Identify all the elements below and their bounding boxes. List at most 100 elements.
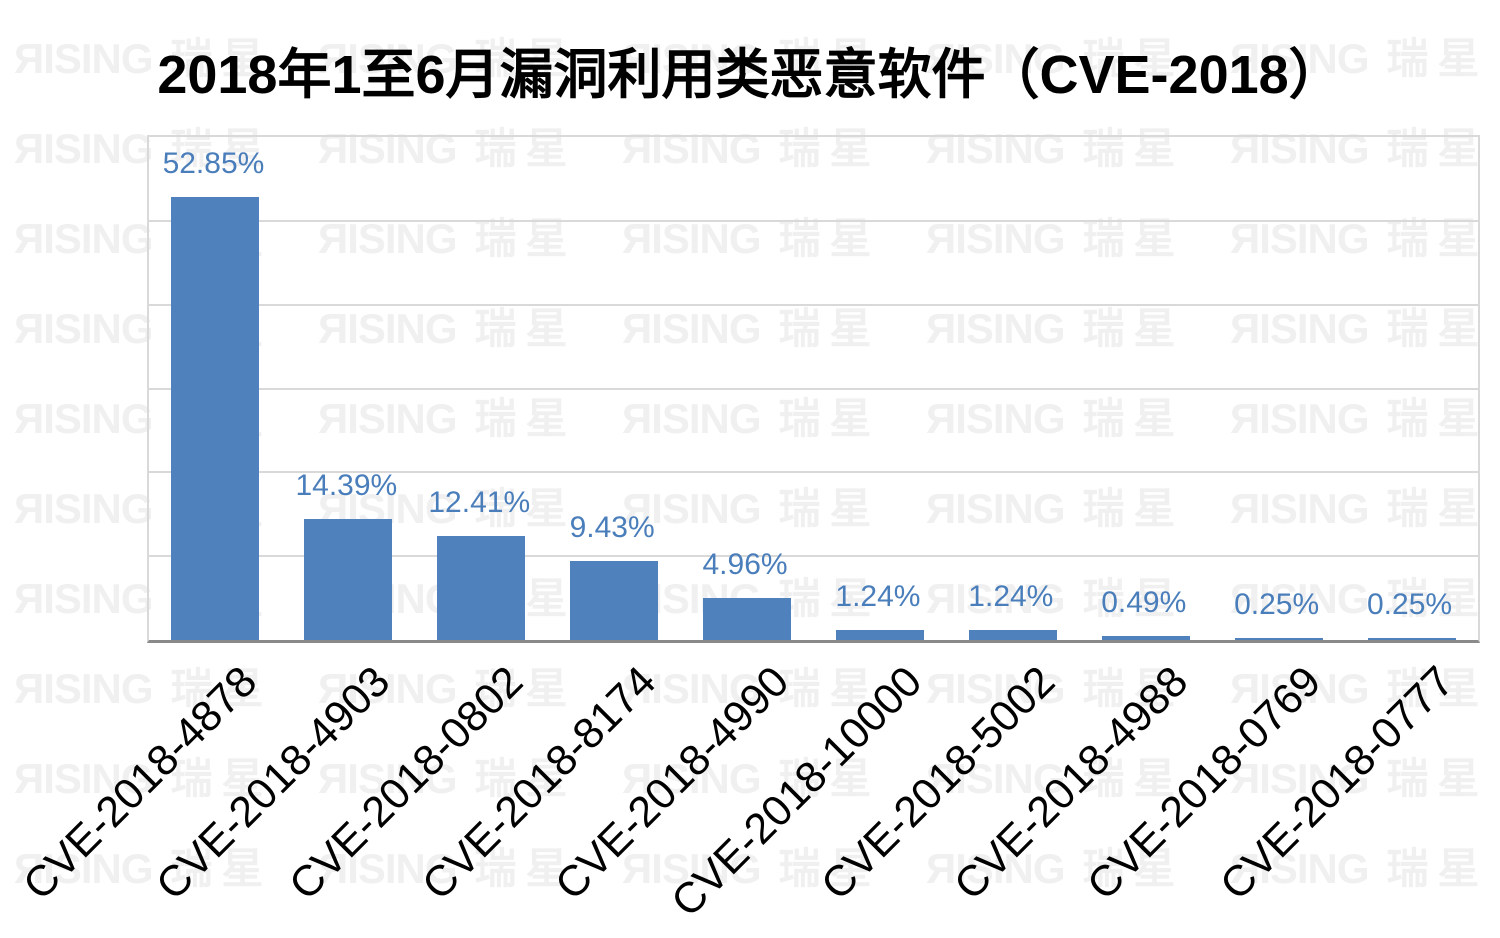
watermark-cjk-text: 瑞星 — [474, 845, 577, 892]
watermark-cjk-text: 瑞星 — [1082, 395, 1185, 442]
watermark-cjk-text: 瑞星 — [778, 35, 881, 82]
watermark-cjk-text: 瑞星 — [170, 125, 273, 172]
chart-title: 2018年1至6月漏洞利用类恶意软件（CVE-2018） — [157, 45, 1343, 105]
watermark-cjk-text: 瑞星 — [1082, 665, 1185, 712]
gridline-20pct — [149, 471, 1478, 474]
watermark-logo-text: ЯISING — [622, 125, 762, 172]
bar-CVE-2018-0802 — [437, 536, 526, 640]
watermark-logo-text: ЯISING — [14, 125, 154, 172]
watermark-logo-text: ЯISING — [318, 125, 458, 172]
watermark-rising-logo: ЯISING 瑞星 — [622, 308, 881, 360]
bar-CVE-2018-0777 — [1367, 638, 1456, 640]
watermark-logo-text: ЯISING — [318, 755, 458, 802]
watermark-logo-text: ЯISING — [926, 755, 1066, 802]
gridline-30pct — [149, 387, 1478, 390]
bar-CVE-2018-0769 — [1234, 638, 1323, 640]
watermark-logo-text: ЯISING — [926, 305, 1066, 352]
watermark-cjk-text: 瑞星 — [474, 305, 577, 352]
watermark-cjk-text: 瑞星 — [1082, 305, 1185, 352]
watermark-rising-logo: ЯISING 瑞星 — [926, 488, 1185, 540]
bar-CVE-2018-8174 — [570, 561, 659, 640]
watermark-cjk-text: 瑞星 — [1082, 485, 1185, 532]
watermark-logo-text: ЯISING — [1230, 395, 1370, 442]
watermark-logo-text: ЯISING — [622, 305, 762, 352]
value-label-CVE-2018-8174: 9.43% — [569, 510, 655, 544]
watermark-cjk-text: 瑞星 — [1082, 755, 1185, 802]
watermark-logo-text: ЯISING — [622, 485, 762, 532]
watermark-logo-text: ЯISING — [14, 215, 154, 262]
watermark-cjk-text: 瑞星 — [778, 575, 881, 622]
watermark-rising-logo: ЯISING 瑞星 — [926, 758, 1185, 810]
watermark-cjk-text: 瑞星 — [170, 755, 273, 802]
watermark-cjk-text: 瑞星 — [1386, 305, 1489, 352]
watermark-rising-logo: ЯISING 瑞星 — [1230, 578, 1489, 630]
watermark-logo-text: ЯISING — [926, 125, 1066, 172]
watermark-cjk-text: 瑞星 — [1386, 35, 1489, 82]
watermark-logo-text: ЯISING — [1230, 575, 1370, 622]
watermark-logo-text: ЯISING — [1230, 485, 1370, 532]
watermark-logo-text: ЯISING — [14, 485, 154, 532]
watermark-cjk-text: 瑞星 — [1082, 215, 1185, 262]
bar-CVE-2018-4988 — [1101, 636, 1190, 640]
watermark-cjk-text: 瑞星 — [778, 485, 881, 532]
watermark-rising-logo: ЯISING 瑞星 — [622, 488, 881, 540]
watermark-cjk-text: 瑞星 — [1386, 215, 1489, 262]
value-label-CVE-2018-0769: 0.25% — [1234, 587, 1320, 621]
watermark-rising-logo: ЯISING 瑞星 — [926, 578, 1185, 630]
watermark-cjk-text: 瑞星 — [1082, 845, 1185, 892]
watermark-logo-text: ЯISING — [1230, 215, 1370, 262]
watermark-rising-logo: ЯISING 瑞星 — [622, 398, 881, 450]
watermark-rising-logo: ЯISING 瑞星 — [318, 848, 577, 900]
gridline-40pct — [149, 303, 1478, 306]
watermark-logo-text: ЯISING — [622, 35, 762, 82]
watermark-cjk-text: 瑞星 — [1386, 395, 1489, 442]
watermark-logo-text: ЯISING — [622, 215, 762, 262]
watermark-logo-text: ЯISING — [926, 215, 1066, 262]
watermark-logo-text: ЯISING — [926, 575, 1066, 622]
watermark-logo-text: ЯISING — [622, 665, 762, 712]
watermark-logo-text: ЯISING — [926, 845, 1066, 892]
watermark-cjk-text: 瑞星 — [778, 395, 881, 442]
watermark-logo-text: ЯISING — [926, 485, 1066, 532]
gridline-50pct — [149, 219, 1478, 222]
watermark-rising-logo: ЯISING 瑞星 — [926, 128, 1185, 180]
watermark-cjk-text: 瑞星 — [474, 485, 577, 532]
bar-CVE-2018-10000 — [835, 630, 924, 640]
watermark-logo-text: ЯISING — [14, 305, 154, 352]
watermark-rising-logo: ЯISING 瑞星 — [318, 218, 577, 270]
watermark-logo-text: ЯISING — [318, 845, 458, 892]
value-label-CVE-2018-4988: 0.49% — [1101, 585, 1187, 619]
watermark-rising-logo: ЯISING 瑞星 — [14, 128, 273, 180]
watermark-logo-text: ЯISING — [926, 395, 1066, 442]
watermark-cjk-text: 瑞星 — [1386, 575, 1489, 622]
watermark-cjk-text: 瑞星 — [474, 125, 577, 172]
bar-CVE-2018-5002 — [968, 630, 1057, 640]
watermark-cjk-text: 瑞星 — [1082, 125, 1185, 172]
watermark-cjk-text: 瑞星 — [1386, 755, 1489, 802]
watermark-cjk-text: 瑞星 — [474, 215, 577, 262]
watermark-logo-text: ЯISING — [622, 395, 762, 442]
watermark-cjk-text: 瑞星 — [1082, 35, 1185, 82]
watermark-logo-text: ЯISING — [1230, 665, 1370, 712]
watermark-cjk-text: 瑞星 — [1082, 575, 1185, 622]
watermark-cjk-text: 瑞星 — [778, 305, 881, 352]
watermark-logo-text: ЯISING — [318, 215, 458, 262]
watermark-rising-logo: ЯISING 瑞星 — [926, 308, 1185, 360]
